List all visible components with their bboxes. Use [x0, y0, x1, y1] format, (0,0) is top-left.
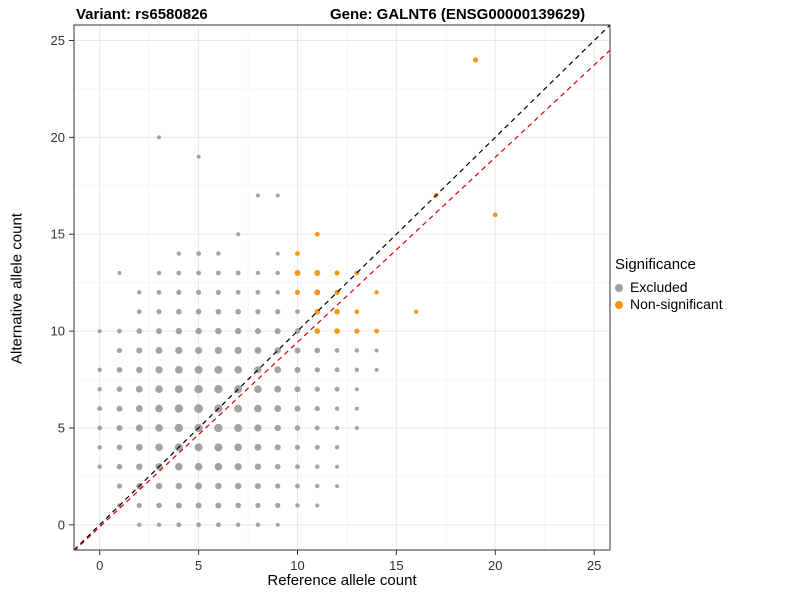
svg-text:5: 5	[195, 558, 202, 573]
legend: Significance Excluded Non-significant	[615, 256, 799, 313]
svg-text:20: 20	[51, 130, 65, 145]
legend-entry-label-non-significant: Non-significant	[630, 296, 723, 312]
reference-lines	[74, 25, 610, 550]
svg-text:15: 15	[389, 558, 403, 573]
svg-text:10: 10	[51, 324, 65, 339]
svg-text:15: 15	[51, 227, 65, 242]
legend-entry-excluded: Excluded	[615, 279, 799, 296]
excluded-dot-icon	[615, 283, 623, 292]
scatter-points	[97, 57, 498, 528]
y-axis-label: Alternative allele count	[8, 213, 26, 364]
grid-major	[74, 25, 610, 550]
svg-text:0: 0	[58, 517, 65, 532]
x-axis-label: Reference allele count	[267, 572, 417, 589]
legend-title: Significance	[615, 256, 696, 273]
svg-text:20: 20	[488, 558, 502, 573]
axis-ticks: 0 5 10 15 20 25 0 5 10 15 20 25	[51, 33, 602, 573]
grid-minor	[74, 25, 610, 550]
panel-border	[73, 24, 611, 551]
plot-title-variant: Variant: rs6580826	[76, 6, 208, 23]
svg-text:25: 25	[51, 33, 65, 48]
svg-text:25: 25	[587, 558, 601, 573]
non-significant-dot-icon	[615, 300, 623, 309]
legend-entry-non-significant: Non-significant	[615, 296, 799, 313]
legend-entry-label-excluded: Excluded	[630, 279, 688, 295]
plot-title-gene: Gene: GALNT6 (ENSG00000139629)	[330, 6, 586, 23]
svg-text:5: 5	[58, 420, 65, 435]
svg-text:0: 0	[96, 558, 103, 573]
svg-text:10: 10	[290, 558, 304, 573]
